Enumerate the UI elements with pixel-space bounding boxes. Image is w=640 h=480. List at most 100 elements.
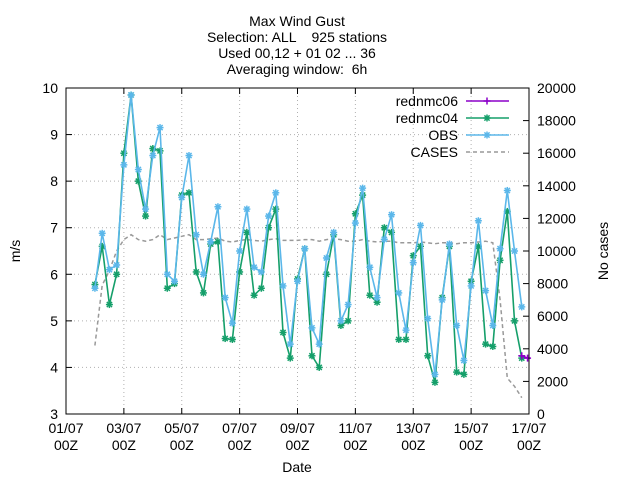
data-point [91,284,99,292]
x-tick-label-hour: 00Z [343,437,368,453]
data-point [460,370,468,378]
y-tick-label: 3 [50,406,58,422]
data-point [228,335,236,343]
data-point [395,289,403,297]
y-tick-label: 9 [50,127,58,143]
data-point [438,296,446,304]
data-point [185,189,193,197]
data-point [243,205,251,213]
data-point [351,219,359,227]
x-tick-label: 07/07 [222,420,257,436]
data-point [207,238,215,246]
data-point [482,287,490,295]
data-point [149,152,157,160]
x-tick-label-hour: 00Z [54,437,79,453]
data-point [489,342,497,350]
data-point [366,263,374,271]
data-point [163,284,171,292]
data-point [511,317,519,325]
title-line: Used 00,12 + 01 02 ... 36 [218,45,376,61]
data-point [315,363,323,371]
data-point [286,354,294,362]
data-point [156,147,164,155]
y2-axis-label: No cases [595,222,611,280]
data-point [236,247,244,255]
data-point [142,212,150,220]
y2-tick-label: 10000 [537,243,576,259]
x-axis-label: Date [282,459,312,475]
x-tick-label-hour: 00Z [459,437,484,453]
y2-tick-label: 0 [537,406,545,422]
y-tick-label: 10 [42,80,58,96]
data-point [474,217,482,225]
axes: 01/0700Z03/0700Z05/0700Z07/0700Z09/0700Z… [42,80,576,453]
y2-tick-label: 4000 [537,341,568,357]
data-point [489,322,497,330]
data-point [344,317,352,325]
data-point [445,240,453,248]
legend-item: CASES [411,144,509,160]
data-point [496,256,504,264]
x-tick-label-hour: 00Z [285,437,310,453]
data-point [409,259,417,267]
data-point [199,270,207,278]
data-point [380,235,388,243]
data-point [171,277,179,285]
data-point [467,282,475,290]
y2-tick-label: 18000 [537,113,576,129]
legend-item: OBS [428,127,509,143]
data-point [315,340,323,348]
data-point [518,352,526,360]
x-tick-label: 05/07 [164,420,199,436]
data-point [221,335,229,343]
data-point [178,193,186,201]
y2-tick-label: 14000 [537,178,576,194]
data-point [366,291,374,299]
data-point [185,152,193,160]
y2-tick-label: 20000 [537,80,576,96]
data-point [322,270,330,278]
y2-tick-label: 8000 [537,276,568,292]
data-point [503,186,511,194]
data-point [127,91,135,99]
data-point [250,291,258,299]
data-point [511,247,519,255]
data-point [105,266,113,274]
data-point [424,352,432,360]
data-point [337,317,345,325]
data-point [402,326,410,334]
data-point [359,184,367,192]
data-point [308,324,316,332]
x-tick-label: 09/07 [280,420,315,436]
y2-tick-label: 6000 [537,308,568,324]
x-tick-label-hour: 00Z [401,437,426,453]
series-rednmc06 [518,352,532,362]
x-tick-label: 03/07 [106,420,141,436]
data-point [120,149,128,157]
data-point [272,189,280,197]
data-point [257,284,265,292]
y-tick-label: 8 [50,173,58,189]
x-tick-label: 11/07 [338,420,372,436]
data-point [286,340,294,348]
data-point [524,354,532,362]
x-tick-label-hour: 00Z [112,437,137,453]
legend-label: CASES [411,144,458,160]
data-point [330,228,338,236]
data-point [221,294,229,302]
data-point [496,245,504,253]
x-tick-label-hour: 00Z [170,437,195,453]
x-tick-label: 01/07 [48,420,83,436]
data-point [279,329,287,336]
legend-marker [483,114,491,122]
data-point [301,245,309,253]
legend-label: rednmc06 [396,93,458,109]
data-point [308,352,316,360]
data-point [214,203,222,211]
series-layer [91,91,532,399]
title-line: Averaging window: 6h [227,61,368,77]
data-point [113,261,121,269]
x-tick-label-hour: 00Z [517,437,542,453]
